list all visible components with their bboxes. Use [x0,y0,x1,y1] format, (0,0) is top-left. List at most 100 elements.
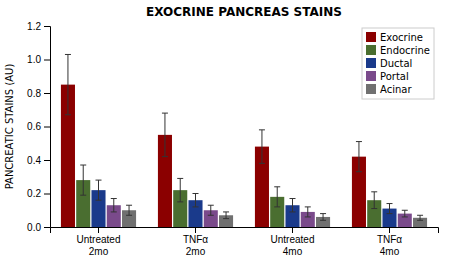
x-tick: Untreated4mo [271,227,315,257]
error-bar [356,142,362,172]
legend-swatch [366,71,376,81]
error-bar [305,207,311,217]
y-tick-mark [44,93,50,94]
legend-label: Acinar [380,84,412,95]
chart: 0.0 0.2 0.4 0.6 0.8 1.0 1.2 Untreated2mo TNFα2mo… [0,0,450,263]
error-bar-line [162,113,168,157]
y-axis: 0.0 0.2 0.4 0.6 0.8 1.0 1.2 [27,21,50,233]
legend-entry: Acinar [366,84,412,95]
error-bar [162,113,168,157]
error-bar-line [305,207,311,217]
error-bar-line [223,212,229,219]
error-bar [223,212,229,219]
series [107,199,412,227]
y-tick-label: 1.2 [27,21,41,32]
y-tick: 0.8 [27,88,50,99]
error-bar-line [80,165,86,195]
error-bar-line [193,194,199,207]
x-tick-label: TNFα2mo [183,234,208,257]
legend-box [362,28,434,99]
legend-entry: Exocrine [366,32,423,43]
error-bar-line [177,178,183,201]
legend-entry: Portal [366,71,409,82]
error-bar [387,204,393,214]
x-tick-label: TNFα4mo [377,234,402,257]
legend-entry: Ductal [366,58,412,69]
error-bar-line [126,205,132,215]
y-axis-line [44,27,51,228]
x-axis-line [51,228,439,234]
legend-entry: Endocrine [366,45,430,56]
error-bar-line [111,199,117,212]
y-tick: 0.2 [27,188,50,199]
series [61,54,366,227]
error-bar [371,192,377,209]
y-tick-label: 0.8 [27,88,41,99]
error-bar-line [65,54,71,114]
error-bar-line [402,210,408,217]
x-axis: Untreated2mo TNFα2mo Untreated4mo TNFα4mo [51,227,439,257]
y-tick-label: 0.2 [27,188,41,199]
y-tick-mark [44,127,50,128]
error-bar [417,215,423,220]
series [91,180,396,227]
error-bar [259,130,265,164]
error-bar [126,205,132,215]
y-tick: 0.4 [27,155,50,166]
legend-swatch [366,58,376,68]
legend-label: Exocrine [380,32,423,43]
x-tick: TNFα2mo [183,227,208,257]
error-bar [290,199,296,212]
y-tick-label: 0.4 [27,155,41,166]
x-tick: TNFα4mo [377,227,402,257]
y-tick: 0.0 [27,222,50,233]
legend: Exocrine Endocrine Ductal Portal Acinar [362,28,434,99]
legend-label: Portal [380,71,409,82]
error-bar-line [96,180,102,200]
plot-area: 0.0 0.2 0.4 0.6 0.8 1.0 1.2 Untreated2mo TNFα2mo… [27,21,438,257]
y-tick: 1.2 [27,21,50,32]
error-bar [320,214,326,221]
y-tick-mark [44,60,50,61]
y-tick-label: 1.0 [27,54,41,65]
y-tick-mark [44,227,50,228]
error-bar-line [356,142,362,172]
legend-label: Endocrine [380,45,430,56]
x-tick-label: Untreated2mo [77,234,121,257]
error-bar-line [371,192,377,209]
y-tick-label: 0.6 [27,121,41,132]
error-bar-line [320,214,326,221]
error-bar [96,180,102,200]
error-bar [402,210,408,217]
error-bar [208,205,214,215]
y-tick-mark [44,160,50,161]
marks [61,54,427,227]
x-tick-mark [195,227,196,233]
x-tick-label: Untreated4mo [271,234,315,257]
y-tick: 1.0 [27,54,50,65]
error-bar-line [259,130,265,164]
error-bar-line [417,215,423,220]
error-bar [65,54,71,114]
error-bar [111,199,117,212]
x-tick-mark [389,227,390,233]
error-bar-line [290,199,296,212]
x-tick-mark [98,227,99,233]
error-bar-line [274,187,280,207]
y-tick-label: 0.0 [27,222,41,233]
legend-swatch [366,84,376,94]
error-bar [177,178,183,201]
y-tick-mark [44,194,50,195]
series [76,165,381,227]
y-axis-title: PANCREATIC STAINS (AU) [4,64,15,190]
legend-swatch [366,32,376,42]
x-tick-mark [292,227,293,233]
legend-label: Ductal [380,58,412,69]
error-bar-line [208,205,214,215]
error-bar [80,165,86,195]
y-tick: 0.6 [27,121,50,132]
x-tick: Untreated2mo [77,227,121,257]
legend-swatch [366,45,376,55]
error-bar [193,194,199,207]
error-bar-line [387,204,393,214]
